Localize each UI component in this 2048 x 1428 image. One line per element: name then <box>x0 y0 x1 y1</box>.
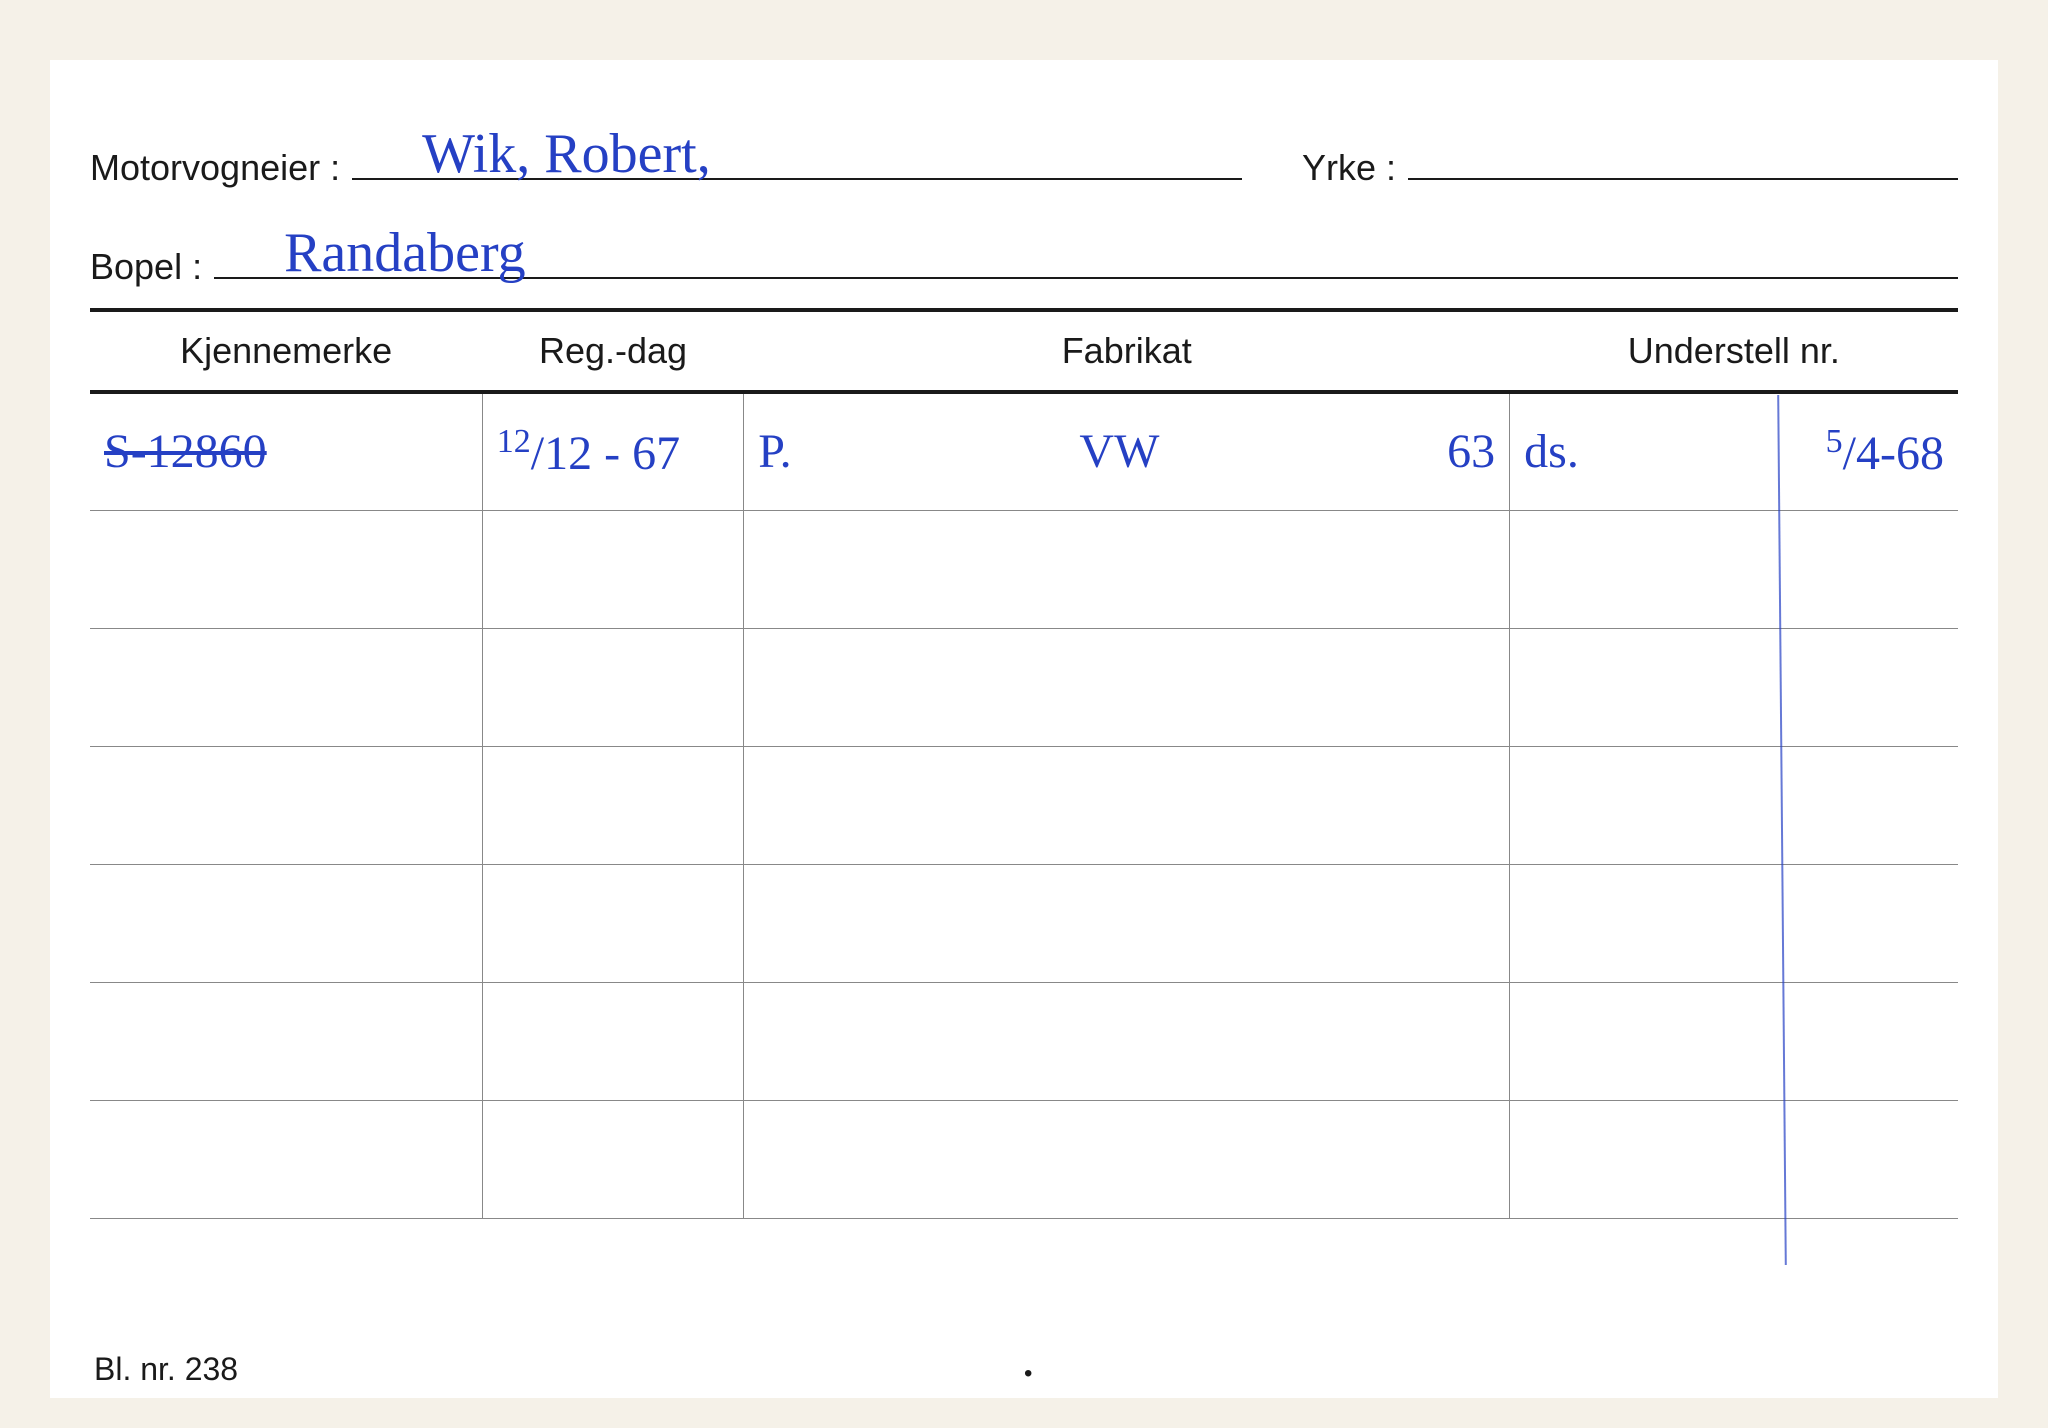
kjennemerke-value: S-12860 <box>104 425 267 478</box>
cell-reg-dag: 12/12 - 67 <box>482 392 744 510</box>
table-row <box>90 1100 1958 1218</box>
form-number: Bl. nr. 238 <box>94 1351 238 1388</box>
footer-dot-icon: • <box>1024 1360 1032 1388</box>
understell-left: ds. <box>1524 424 1579 479</box>
residence-value: Randaberg <box>284 221 526 285</box>
owner-label: Motorvogneier : <box>90 147 340 189</box>
col-reg-dag: Reg.-dag <box>482 312 744 392</box>
regdag-top: 12 <box>497 423 531 460</box>
regdag-rest: /12 - 67 <box>531 427 680 480</box>
table-body: S-12860 12/12 - 67 P. VW 63 <box>90 392 1958 1218</box>
owner-value: Wik, Robert, <box>422 122 711 186</box>
registration-card: Motorvogneier : Wik, Robert, Yrke : Bope… <box>50 60 1998 1398</box>
table-row <box>90 628 1958 746</box>
occupation-field <box>1408 130 1958 180</box>
residence-field: Randaberg <box>214 229 1958 279</box>
residence-label: Bopel : <box>90 246 202 288</box>
table-row <box>90 746 1958 864</box>
table-row: S-12860 12/12 - 67 P. VW 63 <box>90 392 1958 510</box>
occupation-label: Yrke : <box>1302 147 1396 189</box>
owner-row: Motorvogneier : Wik, Robert, Yrke : <box>90 130 1958 189</box>
owner-field: Wik, Robert, <box>352 130 1242 180</box>
table-row <box>90 982 1958 1100</box>
col-fabrikat: Fabrikat <box>744 312 1510 392</box>
cell-fabrikat: P. VW 63 <box>744 392 1510 510</box>
residence-row: Bopel : Randaberg <box>90 229 1958 288</box>
fabrikat-mid: VW <box>1079 424 1159 479</box>
table-header-row: Kjennemerke Reg.-dag Fabrikat Understell… <box>90 312 1958 392</box>
fabrikat-right: 63 <box>1447 424 1495 479</box>
fabrikat-left: P. <box>758 424 791 479</box>
col-understell: Understell nr. <box>1510 312 1958 392</box>
cell-understell: ds. 5/4-68 <box>1510 392 1958 510</box>
cell-kjennemerke: S-12860 <box>90 392 482 510</box>
understell-right: 5/4-68 <box>1826 423 1944 481</box>
vehicle-table: Kjennemerke Reg.-dag Fabrikat Understell… <box>90 308 1958 1219</box>
table-row <box>90 864 1958 982</box>
table-row <box>90 510 1958 628</box>
col-kjennemerke: Kjennemerke <box>90 312 482 392</box>
